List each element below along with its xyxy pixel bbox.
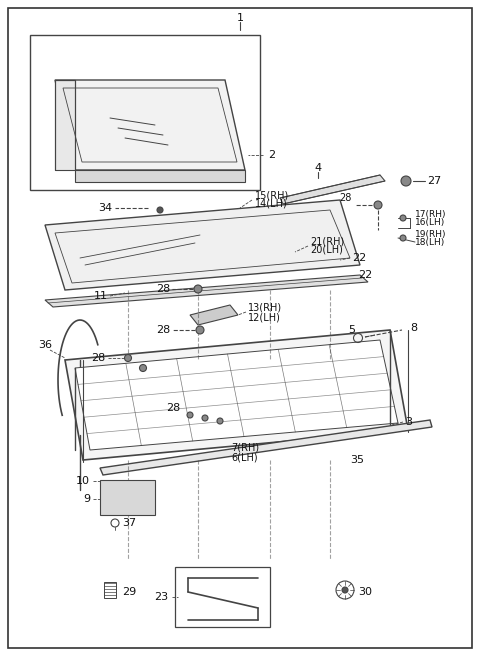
Text: 20(LH): 20(LH) [310,245,343,255]
Text: 27: 27 [427,176,441,186]
Text: 28: 28 [91,353,105,363]
Text: 22: 22 [352,253,366,263]
Bar [104,582,116,598]
Circle shape [400,235,406,241]
Text: 30: 30 [358,587,372,597]
Text: 28: 28 [340,193,352,203]
Text: 34: 34 [98,203,112,213]
Circle shape [374,201,382,209]
Text: 15(RH): 15(RH) [255,191,289,201]
Polygon shape [65,330,408,460]
Text: 1: 1 [237,13,243,23]
Text: 2: 2 [268,150,275,160]
Circle shape [401,176,411,186]
Text: 19(RH): 19(RH) [415,230,446,239]
Circle shape [400,215,406,221]
Text: 29: 29 [122,587,136,597]
Text: 13(RH): 13(RH) [248,303,282,313]
Text: 3: 3 [405,417,412,427]
Polygon shape [75,340,398,450]
Text: 18(LH): 18(LH) [415,237,445,247]
Circle shape [196,326,204,334]
Polygon shape [45,200,360,290]
Circle shape [140,365,146,371]
Text: 16(LH): 16(LH) [415,218,445,226]
Text: 10: 10 [76,476,90,486]
Circle shape [342,587,348,593]
Text: 14(LH): 14(LH) [255,199,288,209]
Polygon shape [55,80,245,170]
Text: 7(RH): 7(RH) [231,443,259,453]
Text: 5: 5 [348,325,355,335]
Text: 23: 23 [154,592,168,602]
Polygon shape [100,420,432,475]
Polygon shape [45,275,368,307]
Text: 8: 8 [410,323,417,333]
Polygon shape [280,175,385,204]
Text: 22: 22 [358,270,372,280]
Polygon shape [190,305,238,325]
Circle shape [187,412,193,418]
Circle shape [202,415,208,421]
Text: 37: 37 [122,518,136,528]
Polygon shape [75,170,245,182]
Text: 28: 28 [166,403,180,413]
Text: 36: 36 [38,340,52,350]
Circle shape [217,418,223,424]
Circle shape [124,354,132,361]
Text: 12(LH): 12(LH) [248,312,281,322]
Bar [30,35,260,190]
Bar [100,480,155,515]
Circle shape [194,285,202,293]
Polygon shape [55,80,75,170]
Text: 6(LH): 6(LH) [232,452,258,462]
Text: 17(RH): 17(RH) [415,209,446,218]
Text: 11: 11 [94,291,108,301]
Circle shape [157,207,163,213]
Text: 21(RH): 21(RH) [310,237,344,247]
Text: 28: 28 [156,284,170,294]
Text: 9: 9 [83,494,90,504]
Bar [175,567,270,627]
Text: 28: 28 [156,325,170,335]
Text: 4: 4 [314,163,322,173]
Text: 35: 35 [350,455,364,465]
